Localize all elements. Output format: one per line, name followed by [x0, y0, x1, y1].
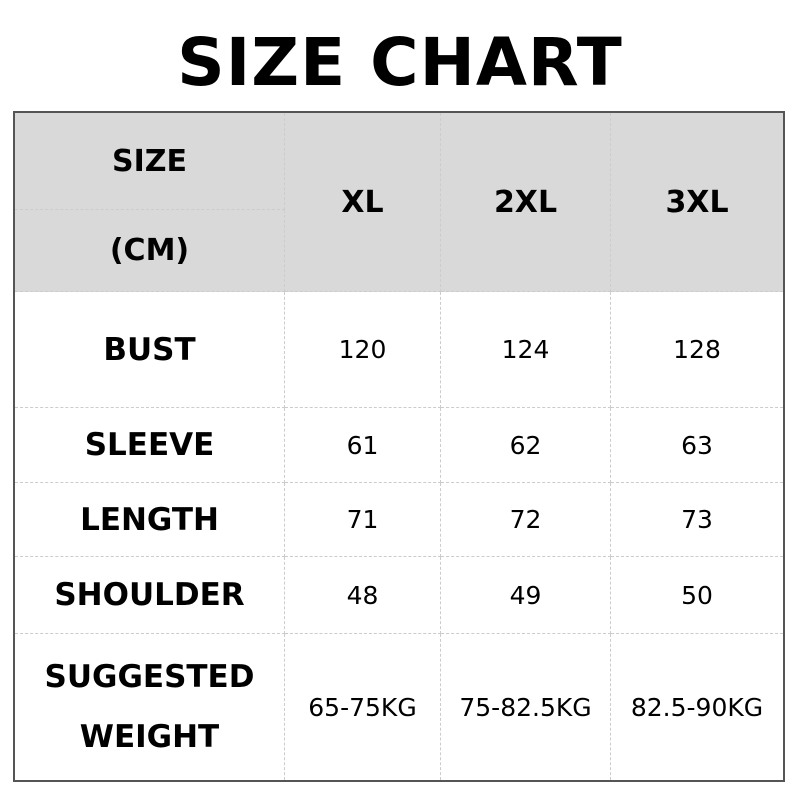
cell-shoulder-3xl: 50: [611, 557, 783, 634]
cell-bust-xl: 120: [285, 292, 441, 408]
cell-sleeve-2xl: 62: [441, 408, 611, 483]
header-xl: XL: [285, 113, 441, 292]
row-label-shoulder: SHOULDER: [15, 557, 285, 634]
size-chart-table: SIZE XL 2XL 3XL (CM) BUST 120 124 128 SL…: [13, 111, 785, 782]
cell-sleeve-xl: 61: [285, 408, 441, 483]
cell-bust-3xl: 128: [611, 292, 783, 408]
cell-shoulder-2xl: 49: [441, 557, 611, 634]
header-3xl: 3XL: [611, 113, 783, 292]
row-label-sleeve: SLEEVE: [15, 408, 285, 483]
row-label-length: LENGTH: [15, 483, 285, 557]
cell-weight-3xl: 82.5-90KG: [630, 692, 764, 722]
page-title: SIZE CHART: [177, 24, 623, 101]
header-size-label: SIZE: [15, 113, 285, 210]
cell-weight-xl: 65-75KG: [285, 634, 441, 780]
cell-shoulder-xl: 48: [285, 557, 441, 634]
row-label-bust: BUST: [15, 292, 285, 408]
cell-weight-2xl: 75-82.5KG: [441, 634, 611, 780]
row-label-weight-line2: WEIGHT: [79, 719, 220, 755]
cell-length-xl: 71: [285, 483, 441, 557]
row-label-weight-line1: SUGGESTED: [44, 659, 255, 695]
cell-bust-2xl: 124: [441, 292, 611, 408]
row-label-suggested-weight: SUGGESTED WEIGHT: [15, 634, 285, 780]
header-2xl: 2XL: [441, 113, 611, 292]
cell-sleeve-3xl: 63: [611, 408, 783, 483]
cell-length-3xl: 73: [611, 483, 783, 557]
header-unit-label: (CM): [15, 210, 285, 292]
cell-length-2xl: 72: [441, 483, 611, 557]
